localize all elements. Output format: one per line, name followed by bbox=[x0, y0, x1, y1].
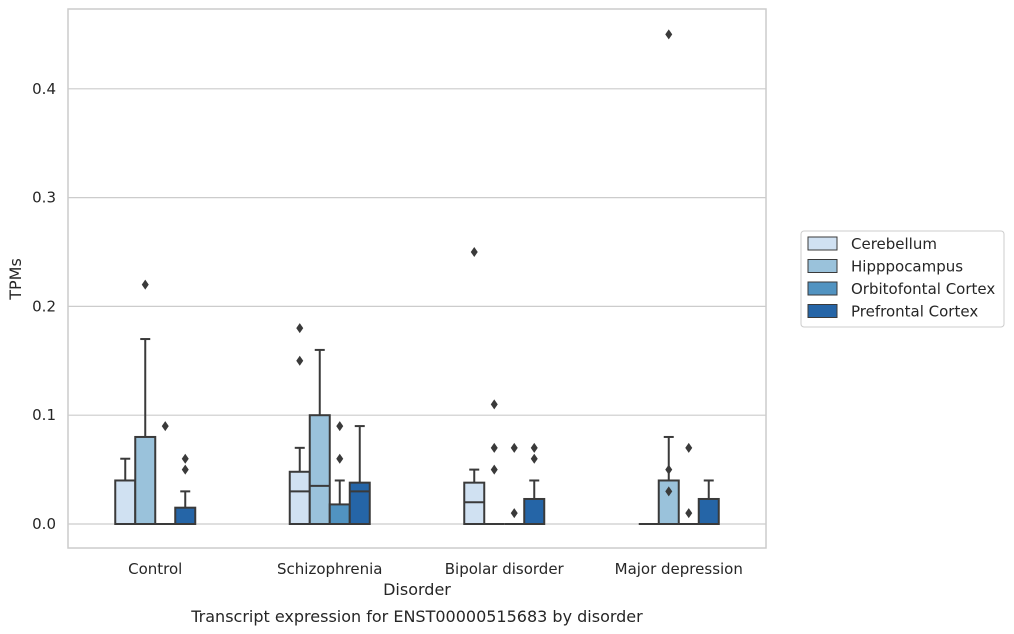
outlier-marker bbox=[336, 421, 344, 432]
y-tick-labels: 0.0 0.1 0.2 0.3 0.4 bbox=[32, 80, 56, 533]
box-orbitofontal-cortex bbox=[678, 442, 699, 525]
box-hipppocampus bbox=[308, 348, 331, 526]
box-body bbox=[174, 506, 197, 525]
box-prefrontal-cortex bbox=[697, 479, 720, 526]
boxes-layer bbox=[114, 29, 720, 526]
outlier-marker bbox=[530, 442, 538, 453]
box-hipppocampus bbox=[657, 29, 680, 526]
x-tick-label: Schizophrenia bbox=[277, 560, 382, 578]
outlier-marker bbox=[510, 442, 518, 453]
x-axis-label: Disorder bbox=[383, 580, 451, 599]
box-body bbox=[697, 497, 720, 526]
box-body bbox=[134, 435, 157, 525]
y-tick-label: 0.2 bbox=[32, 297, 56, 315]
legend-label: Cerebellum bbox=[851, 235, 937, 253]
legend-swatch bbox=[807, 259, 838, 273]
outlier-marker bbox=[296, 323, 304, 334]
box-body bbox=[308, 414, 331, 526]
outlier-marker bbox=[685, 442, 693, 453]
y-tick-label: 0.3 bbox=[32, 189, 56, 207]
box-body bbox=[328, 503, 351, 525]
legend-label: Orbitofontal Cortex bbox=[851, 280, 995, 298]
outlier-marker bbox=[336, 453, 344, 464]
outlier-marker bbox=[685, 508, 693, 519]
x-tick-label: Control bbox=[128, 560, 182, 578]
box-orbitofontal-cortex bbox=[504, 442, 525, 525]
y-tick-label: 0.4 bbox=[32, 80, 56, 98]
box-cerebellum bbox=[463, 247, 486, 526]
outlier-marker bbox=[141, 279, 149, 290]
box-cerebellum bbox=[114, 457, 137, 526]
box-body bbox=[114, 479, 137, 526]
outlier-marker bbox=[665, 464, 673, 475]
outlier-marker bbox=[665, 29, 673, 40]
box-body bbox=[288, 470, 311, 525]
legend-label: Hipppocampus bbox=[851, 258, 963, 276]
outlier-marker bbox=[665, 486, 673, 497]
x-tick-label: Bipolar disorder bbox=[445, 560, 565, 578]
outlier-marker bbox=[490, 442, 498, 453]
y-tick-label: 0.0 bbox=[32, 515, 56, 533]
y-axis-label: TPMs bbox=[6, 258, 25, 301]
outlier-marker bbox=[161, 421, 169, 432]
box-hipppocampus bbox=[134, 279, 157, 525]
x-tick-label: Major depression bbox=[615, 560, 743, 578]
box-prefrontal-cortex bbox=[523, 442, 546, 526]
legend: Cerebellum Hipppocampus Orbitofontal Corte… bbox=[800, 230, 1005, 328]
box-cerebellum bbox=[288, 323, 311, 525]
outlier-marker bbox=[530, 453, 538, 464]
plot-area bbox=[67, 8, 767, 549]
box-body bbox=[523, 497, 546, 526]
outlier-marker bbox=[296, 355, 304, 366]
box-body bbox=[463, 481, 486, 526]
legend-swatch bbox=[807, 304, 838, 318]
chart-title: Transcript expression for ENST0000051568… bbox=[190, 607, 643, 626]
legend-swatch bbox=[807, 281, 838, 296]
legend-swatch bbox=[807, 236, 838, 251]
box-hipppocampus bbox=[484, 399, 505, 525]
outlier-marker bbox=[490, 399, 498, 410]
box-prefrontal-cortex bbox=[348, 425, 371, 526]
box-orbitofontal-cortex bbox=[155, 421, 176, 525]
outlier-marker bbox=[181, 453, 189, 464]
box-orbitofontal-cortex bbox=[328, 421, 351, 525]
outlier-marker bbox=[510, 508, 518, 519]
outlier-marker bbox=[470, 247, 478, 257]
box-body bbox=[348, 481, 371, 526]
box-prefrontal-cortex bbox=[174, 453, 197, 525]
legend-label: Prefrontal Cortex bbox=[851, 303, 978, 321]
x-tick-labels: Control Schizophrenia Bipolar disorder Majo… bbox=[128, 560, 743, 578]
gridlines bbox=[68, 88, 766, 525]
y-tick-label: 0.1 bbox=[32, 406, 56, 424]
outlier-marker bbox=[181, 464, 189, 475]
outlier-marker bbox=[490, 464, 498, 475]
legend-frame bbox=[800, 230, 1005, 328]
